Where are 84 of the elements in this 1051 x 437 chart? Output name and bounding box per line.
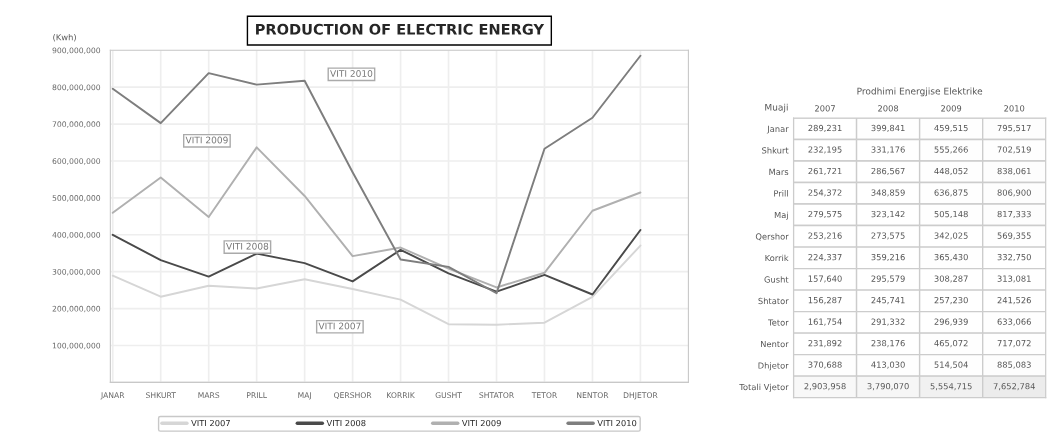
data-label: 291,332 bbox=[871, 318, 905, 326]
data-label: 232,195 bbox=[808, 146, 842, 154]
data-label: 3,790,070 bbox=[867, 383, 909, 391]
data-label: 253,216 bbox=[808, 232, 842, 240]
data-label: 273,575 bbox=[871, 232, 905, 240]
data-label: 289,231 bbox=[808, 124, 842, 133]
data-label: 342,025 bbox=[934, 232, 968, 240]
data-label: 161,754 bbox=[808, 318, 842, 326]
y-tick-label: Janar bbox=[766, 125, 789, 134]
data-label: 295,579 bbox=[871, 275, 905, 283]
annotation: VITI 2009 bbox=[185, 136, 228, 144]
y-axis-title: (Kwh) bbox=[53, 33, 76, 42]
data-label: 717,072 bbox=[997, 340, 1031, 348]
data-label: 806,900 bbox=[997, 189, 1031, 197]
data-label: 308,287 bbox=[934, 275, 968, 283]
data-label: 465,072 bbox=[934, 340, 968, 348]
y-tick-label: Mars bbox=[769, 168, 789, 176]
line-series bbox=[111, 146, 642, 289]
data-label: 7,652,784 bbox=[993, 383, 1035, 391]
data-label: 399,841 bbox=[871, 124, 905, 133]
chart-title: Prodhimi Energjise Elektrike bbox=[857, 87, 983, 97]
data-label: 636,875 bbox=[934, 189, 968, 197]
data-label: 286,567 bbox=[871, 167, 905, 176]
data-label: 702,519 bbox=[997, 146, 1031, 154]
data-label: 224,337 bbox=[808, 253, 842, 262]
data-label: 332,750 bbox=[997, 253, 1031, 262]
data-label: 257,230 bbox=[934, 296, 968, 305]
data-label: 348,859 bbox=[871, 189, 905, 197]
data-label: 279,575 bbox=[808, 210, 842, 219]
y-tick-label: Gusht bbox=[764, 276, 789, 283]
x-tick-label: 2010 bbox=[1004, 105, 1025, 112]
legend-label: VITI 2008 bbox=[326, 419, 366, 427]
annotation: VITI 2008 bbox=[226, 242, 269, 250]
annotation: VITI 2007 bbox=[318, 322, 361, 330]
data-label: 448,052 bbox=[934, 167, 968, 176]
data-label: 2,903,958 bbox=[804, 383, 846, 391]
legend-label: VITI 2007 bbox=[191, 419, 230, 427]
data-label: 241,526 bbox=[997, 296, 1031, 305]
x-tick-label: 2009 bbox=[941, 105, 962, 112]
y-tick-label: Nentor bbox=[761, 340, 789, 348]
data-label: 459,515 bbox=[934, 124, 968, 133]
data-label: 885,083 bbox=[997, 361, 1031, 369]
data-label: 254,372 bbox=[808, 189, 842, 197]
y-axis-title: Muaji bbox=[765, 103, 788, 113]
data-label: 323,142 bbox=[871, 210, 905, 219]
y-tick-label: Prill bbox=[774, 190, 788, 197]
data-label: 633,066 bbox=[997, 318, 1031, 326]
data-label: 514,504 bbox=[934, 361, 968, 369]
x-tick-label: 2008 bbox=[878, 105, 899, 112]
data-label: 157,640 bbox=[808, 275, 842, 283]
data-label: 245,741 bbox=[871, 296, 905, 305]
data-label: 505,148 bbox=[934, 210, 968, 219]
annotation: VITI 2010 bbox=[330, 70, 373, 77]
data-label: 261,721 bbox=[808, 167, 842, 176]
y-tick-label: Dhjetor bbox=[758, 362, 789, 371]
chart-title: PRODUCTION OF ELECTRIC ENERGY bbox=[256, 23, 545, 35]
data-label: 359,216 bbox=[871, 253, 905, 262]
data-label: 331,176 bbox=[871, 146, 905, 154]
legend-label: VITI 2010 bbox=[597, 419, 637, 427]
x-tick-label: 2007 bbox=[815, 105, 835, 112]
y-tick-label: Totali Vjetor bbox=[739, 383, 789, 392]
line-series bbox=[111, 228, 642, 296]
legend-label: VITI 2009 bbox=[461, 419, 501, 427]
y-tick-label: Korrik bbox=[765, 254, 789, 262]
data-label: 296,939 bbox=[934, 318, 968, 326]
y-tick-label: Qershor bbox=[755, 233, 789, 241]
data-label: 795,517 bbox=[997, 124, 1031, 133]
y-tick-label: Maj bbox=[774, 211, 788, 220]
data-label: 365,430 bbox=[934, 253, 968, 262]
data-label: 5,554,715 bbox=[930, 383, 972, 391]
data-label: 838,061 bbox=[997, 167, 1031, 176]
line-series bbox=[111, 54, 642, 295]
data-label: 238,176 bbox=[871, 340, 905, 348]
y-tick-label: Shkurt bbox=[762, 147, 789, 154]
data-label: 231,892 bbox=[808, 340, 842, 348]
y-tick-label: Shtator bbox=[758, 297, 789, 305]
data-label: 370,688 bbox=[808, 361, 842, 369]
data-label: 313,081 bbox=[997, 275, 1031, 283]
y-tick-label: Tetor bbox=[768, 319, 789, 326]
data-label: 569,355 bbox=[997, 232, 1031, 240]
data-label: 555,266 bbox=[934, 146, 968, 154]
data-label: 413,030 bbox=[871, 361, 905, 369]
data-label: 817,333 bbox=[997, 210, 1031, 219]
data-label: 156,287 bbox=[808, 296, 842, 305]
